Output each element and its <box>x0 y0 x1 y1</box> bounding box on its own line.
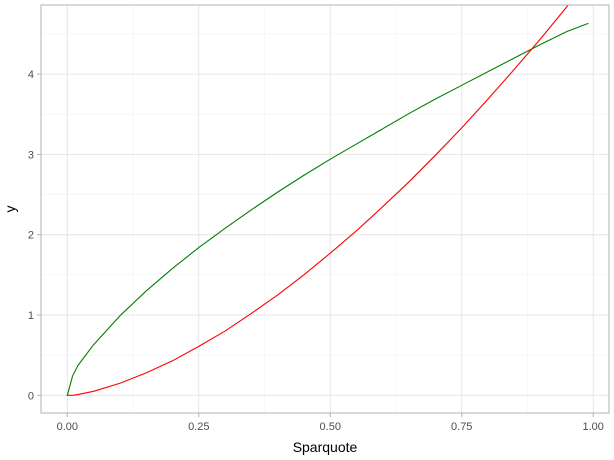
x-tick-label: 0.00 <box>57 421 78 433</box>
y-tick-label: 1 <box>28 310 34 322</box>
x-tick-label: 0.25 <box>188 421 209 433</box>
series-lines <box>66 5 589 396</box>
y-axis-title: y <box>2 206 18 213</box>
series-line-1 <box>66 22 589 396</box>
series-line-2 <box>66 5 569 396</box>
y-tick-label: 2 <box>28 230 34 242</box>
y-tick-label: 4 <box>28 69 34 81</box>
y-tick-label: 3 <box>28 149 34 161</box>
y-tick-label: 0 <box>28 390 34 402</box>
grid <box>41 5 609 413</box>
x-tick-label: 0.75 <box>451 421 472 433</box>
x-tick-label: 0.50 <box>320 421 341 433</box>
panel-border <box>40 4 610 414</box>
x-tick-label: 1.00 <box>583 421 604 433</box>
axes: 0.00 0.25 0.50 0.75 1.00 0 1 2 3 4 <box>28 69 604 433</box>
x-axis-title: Sparquote <box>293 439 358 455</box>
